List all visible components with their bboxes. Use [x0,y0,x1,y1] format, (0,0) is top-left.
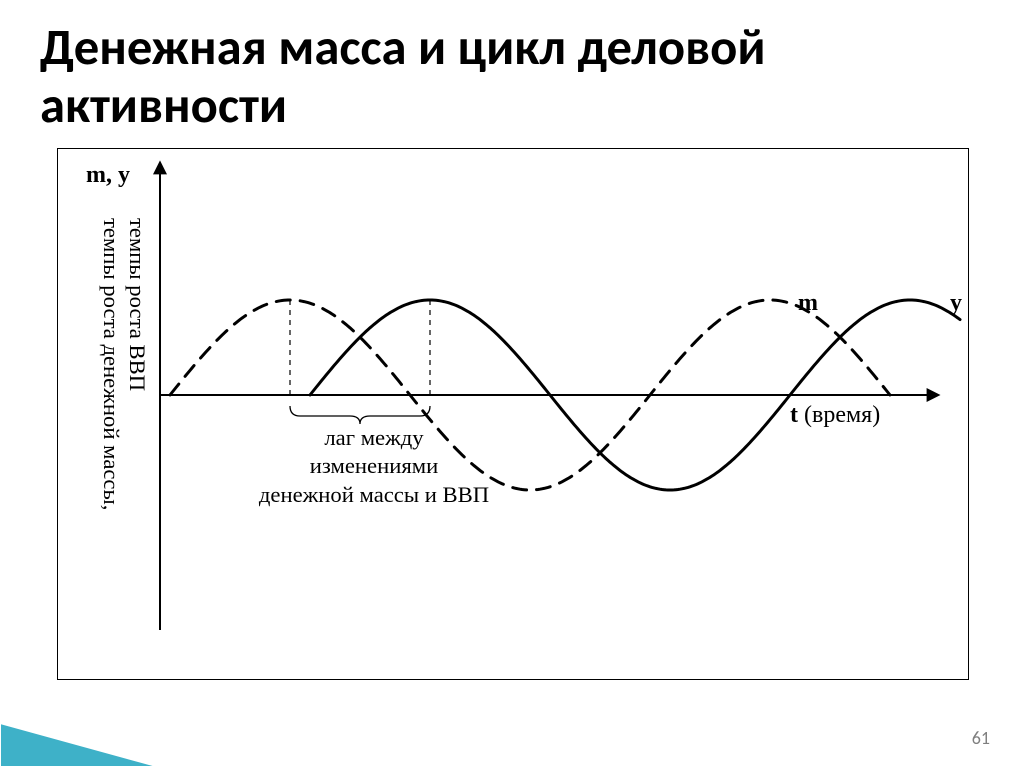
axes [160,166,935,630]
series-y-label: y [950,290,962,317]
lag-brace [290,406,430,424]
peak-markers [290,300,430,398]
series-m-label: m [798,290,818,317]
x-axis-paren: (время) [804,402,880,428]
y-axis-label: m, y [86,162,130,189]
slide: Денежная масса и цикл деловой активности… [0,0,1024,767]
lag-caption: лаг междуизменениямиденежной массы и ВВП [244,424,504,509]
y-axis-description: темпы роста ВВПтемпы роста денежной масс… [98,218,150,510]
page-number: 61 [972,727,990,749]
corner-decoration [0,717,170,767]
x-axis-label: t (время) [790,402,880,429]
x-axis-var: t [790,402,798,428]
chart-svg [0,0,1024,767]
